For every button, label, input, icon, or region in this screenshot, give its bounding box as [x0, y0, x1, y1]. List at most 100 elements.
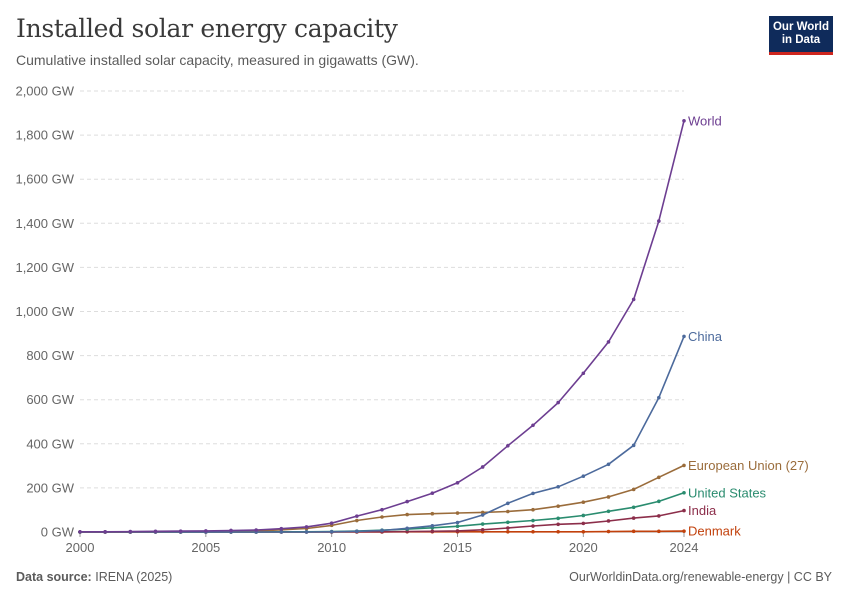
data-point: [304, 525, 309, 529]
data-point: [606, 340, 611, 344]
data-point: [556, 516, 560, 521]
data-point: [405, 512, 409, 517]
data-point: [506, 509, 510, 514]
x-tick-label: 2015: [443, 540, 472, 555]
data-point: [430, 511, 435, 516]
data-point: [657, 475, 661, 480]
data-point: [581, 529, 586, 534]
data-point: [606, 495, 611, 499]
data-point: [506, 526, 510, 530]
data-point: [581, 371, 586, 376]
data-point: [682, 334, 686, 339]
data-point: [506, 443, 510, 448]
data-point: [405, 499, 409, 504]
data-point: [254, 528, 258, 532]
data-point: [430, 524, 435, 528]
data-point: [657, 219, 661, 223]
data-point: [329, 521, 334, 525]
data-point: [455, 524, 460, 529]
y-tick-label: 1,600 GW: [15, 172, 74, 187]
series-label: China: [688, 329, 723, 344]
series-label: World: [688, 113, 722, 128]
data-point: [531, 518, 535, 523]
data-point: [657, 499, 661, 504]
data-source-label: Data source:: [16, 570, 92, 584]
data-point: [279, 526, 284, 531]
series-line: [80, 120, 685, 533]
x-tick-label: 2005: [191, 540, 220, 555]
data-point: [631, 487, 636, 492]
data-point: [128, 529, 133, 534]
data-point: [506, 529, 510, 534]
owid-logo[interactable]: Our World in Data: [769, 16, 833, 55]
data-point: [556, 529, 560, 534]
data-point: [153, 529, 158, 534]
footer-link[interactable]: OurWorldinData.org/renewable-energy | CC…: [569, 570, 832, 584]
data-point: [355, 514, 359, 518]
data-point: [380, 507, 384, 512]
series-label: Denmark: [688, 524, 741, 539]
data-point: [556, 522, 560, 527]
y-tick-label: 1,400 GW: [15, 216, 74, 231]
data-point: [531, 507, 535, 512]
data-point: [556, 484, 560, 489]
series-label: European Union (27): [688, 458, 809, 473]
data-point: [229, 528, 233, 533]
data-point: [430, 491, 435, 495]
series-label: India: [688, 503, 717, 518]
x-tick-label: 2010: [317, 540, 346, 555]
y-tick-label: 600 GW: [26, 392, 74, 407]
series-line: [80, 492, 685, 533]
y-tick-label: 800 GW: [26, 348, 74, 363]
data-point: [657, 529, 661, 534]
data-point: [531, 524, 535, 528]
data-point: [606, 519, 611, 523]
data-point: [556, 400, 560, 405]
data-source-value[interactable]: IRENA (2025): [95, 570, 173, 584]
data-point: [78, 529, 82, 534]
data-point: [556, 504, 560, 509]
data-point: [506, 501, 510, 506]
data-point: [606, 509, 611, 514]
data-point: [606, 462, 611, 467]
data-point: [480, 465, 485, 469]
data-point: [355, 529, 359, 534]
data-point: [480, 522, 485, 526]
data-point: [581, 521, 586, 526]
y-tick-label: 1,800 GW: [15, 128, 74, 143]
logo-line-2: in Data: [781, 34, 821, 46]
data-point: [380, 515, 384, 519]
data-point: [480, 527, 485, 532]
x-tick-label: 2024: [670, 540, 699, 555]
data-point: [606, 529, 611, 534]
y-tick-label: 2,000 GW: [15, 84, 74, 99]
data-point: [631, 516, 636, 520]
data-point: [103, 529, 107, 534]
data-point: [178, 529, 183, 533]
data-point: [581, 500, 586, 505]
data-point: [682, 463, 686, 468]
x-tick-label: 2020: [569, 540, 598, 555]
data-point: [682, 118, 686, 123]
data-source: Data source: IRENA (2025): [16, 570, 172, 584]
data-point: [631, 443, 636, 448]
x-tick-label: 2000: [66, 540, 95, 555]
data-point: [682, 508, 686, 513]
data-point: [657, 395, 661, 400]
y-tick-label: 1,000 GW: [15, 304, 74, 319]
data-point: [631, 529, 636, 534]
data-point: [455, 481, 460, 485]
data-point: [455, 529, 460, 533]
data-point: [329, 529, 334, 534]
data-point: [531, 529, 535, 534]
y-tick-label: 1,200 GW: [15, 260, 74, 275]
data-point: [380, 528, 384, 533]
data-point: [480, 510, 485, 515]
data-point: [682, 529, 686, 533]
data-point: [506, 520, 510, 525]
data-point: [531, 491, 535, 496]
data-point: [405, 526, 409, 531]
y-tick-label: 0 GW: [41, 525, 75, 540]
data-point: [455, 520, 460, 525]
data-point: [304, 530, 309, 534]
